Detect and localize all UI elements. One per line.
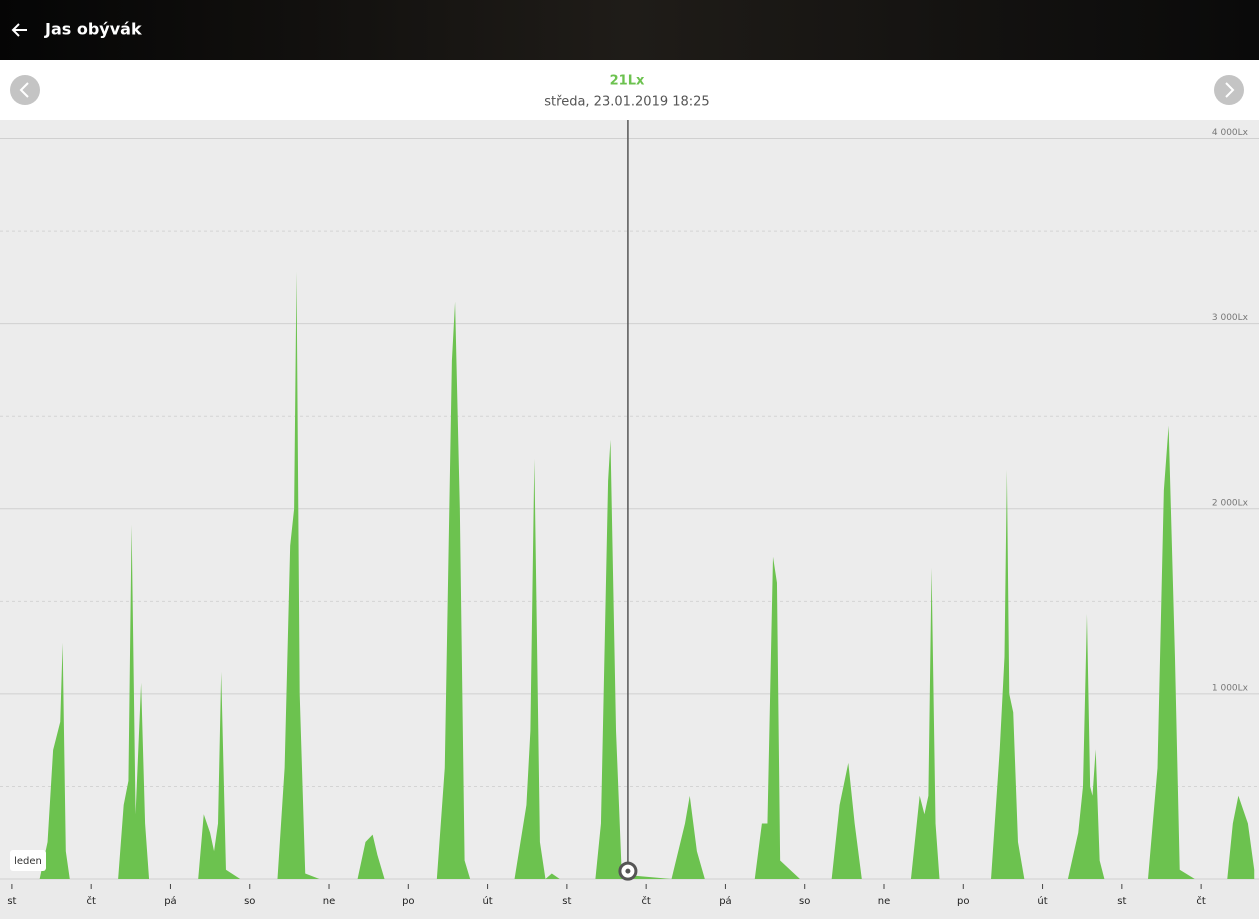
cursor-dot [625, 868, 631, 874]
x-tick-label: pá [164, 895, 176, 907]
x-tick-label: čt [1196, 895, 1205, 907]
x-tick-label: po [402, 896, 414, 907]
readout-bar [0, 60, 1259, 120]
x-tick-label: so [799, 896, 810, 907]
y-tick-label: 4 000Lx [1212, 128, 1249, 138]
area [0, 271, 1255, 879]
back-button[interactable] [11, 23, 27, 37]
x-axis-bar [0, 880, 1259, 919]
x-tick-label: pá [719, 895, 731, 907]
y-tick-label: 2 000Lx [1212, 498, 1249, 508]
period-label-box [10, 850, 46, 871]
top-bar [0, 0, 1259, 60]
plot-area [0, 120, 1259, 880]
x-tick-label: st [562, 896, 571, 907]
x-tick-label: po [957, 896, 969, 907]
x-tick-label: čt [641, 895, 650, 907]
next-button[interactable] [1214, 75, 1244, 105]
x-tick-label: út [1037, 895, 1047, 907]
x-tick-label: so [244, 896, 255, 907]
prev-button[interactable] [10, 75, 40, 105]
x-tick-label: čt [86, 895, 95, 907]
x-tick-label: ne [323, 896, 336, 907]
x-tick-label: út [482, 895, 492, 907]
readout-value: 21Lx [610, 74, 645, 89]
x-tick-label: st [1117, 896, 1126, 907]
readout-date: středa, 23.01.2019 18:25 [544, 95, 709, 110]
page-title: Jas obývák [44, 20, 142, 39]
y-tick-label: 3 000Lx [1212, 313, 1249, 323]
x-tick-label: st [7, 896, 16, 907]
x-tick-label: ne [878, 896, 891, 907]
y-tick-label: 1 000Lx [1212, 683, 1249, 693]
period-label: leden [14, 856, 42, 867]
